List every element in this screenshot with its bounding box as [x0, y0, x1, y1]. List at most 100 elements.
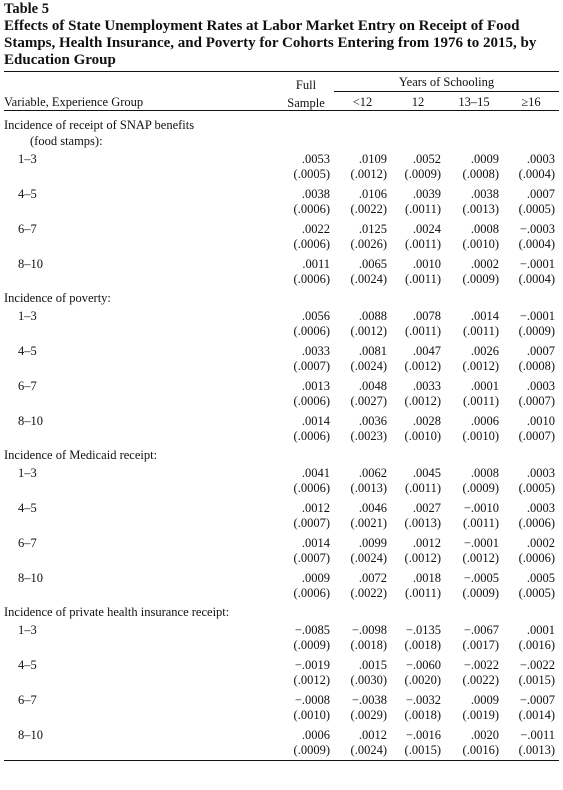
table-row: 4–5.0033.0081.0047.0026.0007 — [4, 341, 559, 359]
blank-cell — [4, 324, 278, 341]
estimate-cell: .0088 — [334, 306, 391, 324]
experience-group-label: 8–10 — [4, 568, 278, 586]
standard-error-cell: (.0011) — [391, 586, 445, 603]
standard-error-row: (.0012) (.0030) (.0020) (.0022) (.0015) — [4, 673, 559, 690]
standard-error-row: (.0009) (.0018) (.0018) (.0017) (.0016) — [4, 638, 559, 655]
estimate-cell: .0007 — [503, 341, 559, 359]
standard-error-cell: (.0011) — [391, 324, 445, 341]
standard-error-cell: (.0012) — [334, 324, 391, 341]
standard-error-cell: (.0010) — [445, 429, 503, 446]
standard-error-cell: (.0006) — [278, 394, 334, 411]
estimate-cell: −.0019 — [278, 655, 334, 673]
estimate-cell: .0053 — [278, 149, 334, 167]
standard-error-cell: (.0013) — [503, 743, 559, 761]
blank-cell — [4, 202, 278, 219]
estimate-cell: .0013 — [278, 376, 334, 394]
standard-error-cell: (.0006) — [278, 272, 334, 289]
estimate-cell: .0078 — [391, 306, 445, 324]
estimate-cell: .0026 — [445, 341, 503, 359]
table-body: Incidence of receipt of SNAP benefits (fo… — [4, 111, 559, 761]
standard-error-cell: (.0007) — [503, 394, 559, 411]
blank-cell — [4, 394, 278, 411]
standard-error-row: (.0010) (.0029) (.0018) (.0019) (.0014) — [4, 708, 559, 725]
standard-error-cell: (.0010) — [278, 708, 334, 725]
section-sublabel: (food stamps): — [4, 133, 559, 149]
blank-cell — [4, 516, 278, 533]
table-title: Effects of State Unemployment Rates at L… — [4, 18, 559, 69]
estimate-cell: .0012 — [391, 533, 445, 551]
blank-cell — [4, 743, 278, 761]
standard-error-cell: (.0014) — [503, 708, 559, 725]
estimate-cell: .0009 — [278, 568, 334, 586]
section-header-row: Incidence of poverty: — [4, 289, 559, 306]
standard-error-row: (.0006) (.0027) (.0012) (.0011) (.0007) — [4, 394, 559, 411]
header-col-12: 12 — [391, 92, 445, 111]
estimate-cell: .0041 — [278, 463, 334, 481]
standard-error-cell: (.0022) — [445, 673, 503, 690]
estimate-cell: .0014 — [445, 306, 503, 324]
results-table: Full Years of Schooling Variable, Experi… — [4, 72, 559, 761]
estimate-cell: .0047 — [391, 341, 445, 359]
estimate-cell: .0010 — [391, 254, 445, 272]
standard-error-cell: (.0024) — [334, 551, 391, 568]
standard-error-cell: (.0018) — [391, 708, 445, 725]
standard-error-cell: (.0009) — [278, 638, 334, 655]
estimate-cell: .0022 — [278, 219, 334, 237]
standard-error-cell: (.0022) — [334, 202, 391, 219]
standard-error-cell: (.0006) — [278, 324, 334, 341]
blank-cell — [4, 673, 278, 690]
standard-error-cell: (.0008) — [503, 359, 559, 376]
blank-cell — [4, 708, 278, 725]
standard-error-cell: (.0007) — [503, 429, 559, 446]
header-variable: Variable, Experience Group — [4, 92, 278, 111]
standard-error-cell: (.0008) — [445, 167, 503, 184]
standard-error-cell: (.0006) — [503, 551, 559, 568]
standard-error-cell: (.0009) — [278, 743, 334, 761]
estimate-cell: .0003 — [503, 149, 559, 167]
standard-error-cell: (.0022) — [334, 586, 391, 603]
section-sublabel-row: (food stamps): — [4, 133, 559, 149]
standard-error-cell: (.0020) — [391, 673, 445, 690]
standard-error-row: (.0006) (.0013) (.0011) (.0009) (.0005) — [4, 481, 559, 498]
standard-error-cell: (.0029) — [334, 708, 391, 725]
estimate-cell: .0045 — [391, 463, 445, 481]
standard-error-cell: (.0006) — [503, 516, 559, 533]
estimate-cell: .0010 — [503, 411, 559, 429]
estimate-cell: −.0135 — [391, 620, 445, 638]
estimate-cell: −.0001 — [503, 306, 559, 324]
document-page: Table 5 Effects of State Unemployment Ra… — [4, 1, 559, 761]
estimate-cell: .0036 — [334, 411, 391, 429]
estimate-cell: .0072 — [334, 568, 391, 586]
section-header-row: Incidence of Medicaid receipt: — [4, 446, 559, 463]
standard-error-cell: (.0011) — [391, 272, 445, 289]
estimate-cell: −.0038 — [334, 690, 391, 708]
standard-error-cell: (.0016) — [445, 743, 503, 761]
table-row: 6–7.0014.0099.0012 −.0001.0002 — [4, 533, 559, 551]
table-number: Table 5 — [4, 1, 559, 18]
blank-cell — [4, 359, 278, 376]
table-row: 4–5 −.0019.0015 −.0060 −.0022 −.0022 — [4, 655, 559, 673]
standard-error-cell: (.0005) — [503, 481, 559, 498]
estimate-cell: .0005 — [503, 568, 559, 586]
section-label: Incidence of poverty: — [4, 289, 559, 306]
estimate-cell: −.0005 — [445, 568, 503, 586]
standard-error-cell: (.0019) — [445, 708, 503, 725]
table-row: 6–7.0013.0048.0033.0001.0003 — [4, 376, 559, 394]
standard-error-cell: (.0030) — [334, 673, 391, 690]
table-row: 8–10.0014.0036.0028.0006.0010 — [4, 411, 559, 429]
standard-error-cell: (.0004) — [503, 237, 559, 254]
standard-error-row: (.0006) (.0024) (.0011) (.0009) (.0004) — [4, 272, 559, 289]
section-header-row: Incidence of private health insurance re… — [4, 603, 559, 620]
section-label: Incidence of Medicaid receipt: — [4, 446, 559, 463]
standard-error-cell: (.0011) — [445, 324, 503, 341]
standard-error-cell: (.0023) — [334, 429, 391, 446]
experience-group-label: 6–7 — [4, 219, 278, 237]
table-row: 6–7 .0022 .0125 .0024 .0008 −.0003 — [4, 219, 559, 237]
estimate-cell: −.0060 — [391, 655, 445, 673]
standard-error-cell: (.0012) — [445, 359, 503, 376]
estimate-cell: .0009 — [445, 149, 503, 167]
standard-error-cell: (.0011) — [391, 202, 445, 219]
blank-cell — [4, 638, 278, 655]
blank-cell — [4, 586, 278, 603]
estimate-cell: .0038 — [278, 184, 334, 202]
